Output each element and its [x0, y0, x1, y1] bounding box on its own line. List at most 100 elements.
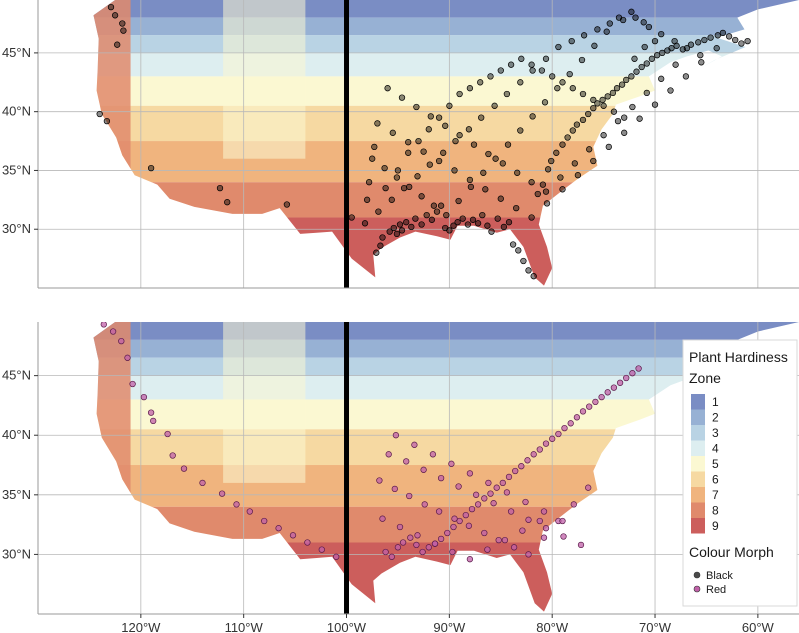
data-point-black: [594, 26, 601, 33]
data-point-red: [109, 328, 117, 335]
data-point-black: [580, 32, 588, 39]
zone-band-1: [93, 0, 799, 18]
x-tick-label: 90°W: [433, 620, 466, 633]
data-point-black: [683, 45, 691, 52]
data-point-black: [714, 32, 721, 39]
data-point-black: [418, 221, 425, 228]
legend-zone-swatch-5: [691, 456, 705, 472]
legend-morph-swatch-red: [693, 585, 701, 593]
data-point-red: [382, 548, 389, 556]
data-point-black: [492, 155, 499, 162]
data-point-black: [520, 257, 527, 265]
data-point-black: [381, 164, 388, 172]
y-tick-label: 40°N: [2, 104, 31, 119]
legend-zone-label-3: 3: [712, 426, 719, 440]
data-point-black: [443, 211, 450, 219]
data-point-red: [289, 532, 297, 539]
data-point-red: [465, 522, 473, 529]
data-point-black: [423, 211, 430, 219]
data-point-red: [376, 477, 383, 484]
data-point-black: [103, 117, 111, 125]
data-point-black: [382, 184, 389, 192]
data-point-red: [503, 489, 511, 496]
data-point-black: [609, 89, 617, 97]
data-point-red: [456, 517, 463, 525]
data-point-black: [738, 40, 745, 47]
data-point-red: [100, 322, 107, 328]
data-point-black: [119, 20, 126, 27]
data-point-black: [111, 12, 119, 19]
data-point-black: [406, 183, 413, 191]
data-point-black: [412, 215, 419, 222]
legend-zone-swatch-3: [691, 425, 705, 441]
data-point-black: [466, 176, 474, 184]
data-point-black: [430, 202, 438, 209]
data-point-black: [405, 149, 412, 156]
data-point-black: [482, 186, 489, 193]
data-point-black: [379, 234, 386, 241]
data-point-red: [425, 544, 432, 551]
legend-morph-keys: Black Red: [693, 570, 733, 596]
data-point-black: [469, 216, 477, 223]
data-point-black: [426, 161, 433, 168]
data-point-red: [536, 517, 543, 525]
data-point-black: [216, 184, 224, 192]
data-point-red: [419, 548, 426, 556]
data-point-black: [393, 230, 401, 238]
data-point-red: [519, 527, 526, 534]
data-point-black: [435, 157, 443, 165]
data-point-black: [470, 141, 478, 148]
data-point-black: [96, 110, 103, 118]
data-point-black: [474, 220, 482, 227]
data-point-red: [490, 500, 497, 507]
legend-morph-label-red: Red: [706, 584, 726, 596]
data-point-black: [578, 56, 586, 64]
data-point-black: [451, 167, 458, 174]
data-point-black: [713, 45, 720, 52]
data-point-black: [427, 113, 434, 120]
data-point-red: [524, 457, 531, 464]
data-point-black: [604, 93, 611, 100]
data-point-black: [701, 36, 708, 44]
data-point-red: [403, 458, 410, 465]
data-point-black: [114, 41, 121, 48]
data-point-black: [548, 157, 555, 165]
data-point-black: [529, 113, 536, 120]
data-point-black: [373, 249, 380, 256]
points-bottom: [100, 322, 642, 563]
data-point-black: [446, 227, 453, 234]
data-point-red: [592, 398, 599, 406]
data-point-red: [604, 389, 611, 396]
data-point-black: [529, 67, 536, 74]
data-point-red: [598, 393, 605, 401]
data-point-red: [199, 479, 206, 487]
data-point-red: [435, 508, 443, 515]
data-point-black: [515, 247, 522, 254]
data-point-red: [169, 452, 176, 459]
data-point-red: [579, 408, 587, 415]
data-point-black: [732, 36, 739, 44]
data-point-black: [651, 37, 659, 45]
data-point-black: [633, 68, 640, 75]
data-point-red: [560, 533, 567, 540]
data-point-black: [499, 160, 506, 167]
data-point-red: [275, 525, 282, 532]
data-point-black: [425, 126, 432, 133]
data-point-red: [484, 546, 491, 553]
x-tick-label: 110°W: [225, 620, 264, 633]
data-point-black: [569, 127, 576, 134]
data-point-black: [651, 101, 659, 108]
data-point-red: [623, 374, 630, 382]
data-point-black: [682, 73, 690, 80]
data-point-red: [499, 479, 506, 487]
data-point-red: [429, 451, 437, 458]
x-tick-label: 70°W: [639, 620, 672, 633]
data-point-red: [540, 508, 548, 515]
data-point-black: [480, 169, 487, 176]
data-point-black: [554, 85, 561, 92]
legend-zone-swatch-1: [691, 394, 705, 410]
zone-band-2: [93, 17, 799, 36]
data-point-red: [487, 490, 494, 497]
y-tick-label: 45°N: [2, 45, 31, 60]
data-point-black: [621, 129, 628, 136]
